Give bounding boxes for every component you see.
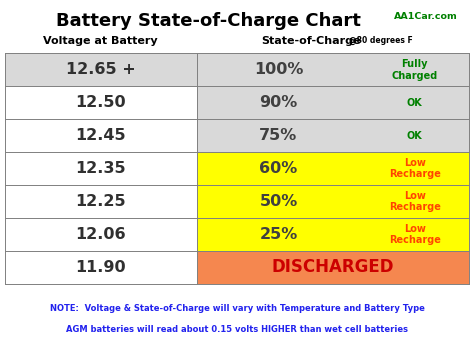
Text: DISCHARGED: DISCHARGED: [272, 258, 394, 276]
Text: OK: OK: [407, 131, 423, 141]
Bar: [197, 185, 469, 218]
Text: OK: OK: [407, 98, 423, 108]
Text: 12.06: 12.06: [75, 227, 126, 242]
Text: 12.35: 12.35: [75, 161, 126, 176]
Text: Low
Recharge: Low Recharge: [389, 191, 441, 212]
Bar: [5, 53, 197, 86]
Text: NOTE:  Voltage & State-of-Charge will vary with Temperature and Battery Type: NOTE: Voltage & State-of-Charge will var…: [50, 304, 424, 313]
Text: 12.45: 12.45: [75, 128, 126, 143]
Bar: [5, 119, 197, 152]
Bar: [197, 251, 469, 284]
Text: State-of-Charge: State-of-Charge: [262, 36, 361, 46]
Text: 100%: 100%: [254, 62, 303, 77]
Bar: [5, 152, 197, 185]
Text: Fully
Charged: Fully Charged: [392, 59, 438, 80]
Text: AGM batteries will read about 0.15 volts HIGHER than wet cell batteries: AGM batteries will read about 0.15 volts…: [66, 325, 408, 334]
Bar: [5, 86, 197, 119]
Text: Voltage at Battery: Voltage at Battery: [44, 36, 158, 46]
Bar: [197, 53, 469, 86]
Text: 75%: 75%: [259, 128, 298, 143]
Text: 12.25: 12.25: [75, 194, 126, 209]
Text: Low
Recharge: Low Recharge: [389, 158, 441, 179]
Text: Battery State-of-Charge Chart: Battery State-of-Charge Chart: [56, 12, 361, 30]
Bar: [5, 185, 197, 218]
Text: 60%: 60%: [259, 161, 298, 176]
Text: 12.65 +: 12.65 +: [66, 62, 136, 77]
Text: 11.90: 11.90: [75, 260, 126, 275]
Bar: [197, 218, 469, 251]
Text: 12.50: 12.50: [75, 95, 126, 110]
Text: 90%: 90%: [259, 95, 298, 110]
Text: AA1Car.com: AA1Car.com: [394, 12, 457, 21]
Bar: [197, 152, 469, 185]
Bar: [197, 86, 469, 119]
Text: @80 degrees F: @80 degrees F: [349, 36, 413, 45]
Text: 50%: 50%: [259, 194, 298, 209]
Text: 25%: 25%: [259, 227, 298, 242]
Text: Low
Recharge: Low Recharge: [389, 224, 441, 245]
Bar: [5, 251, 197, 284]
Bar: [197, 119, 469, 152]
Bar: [5, 218, 197, 251]
